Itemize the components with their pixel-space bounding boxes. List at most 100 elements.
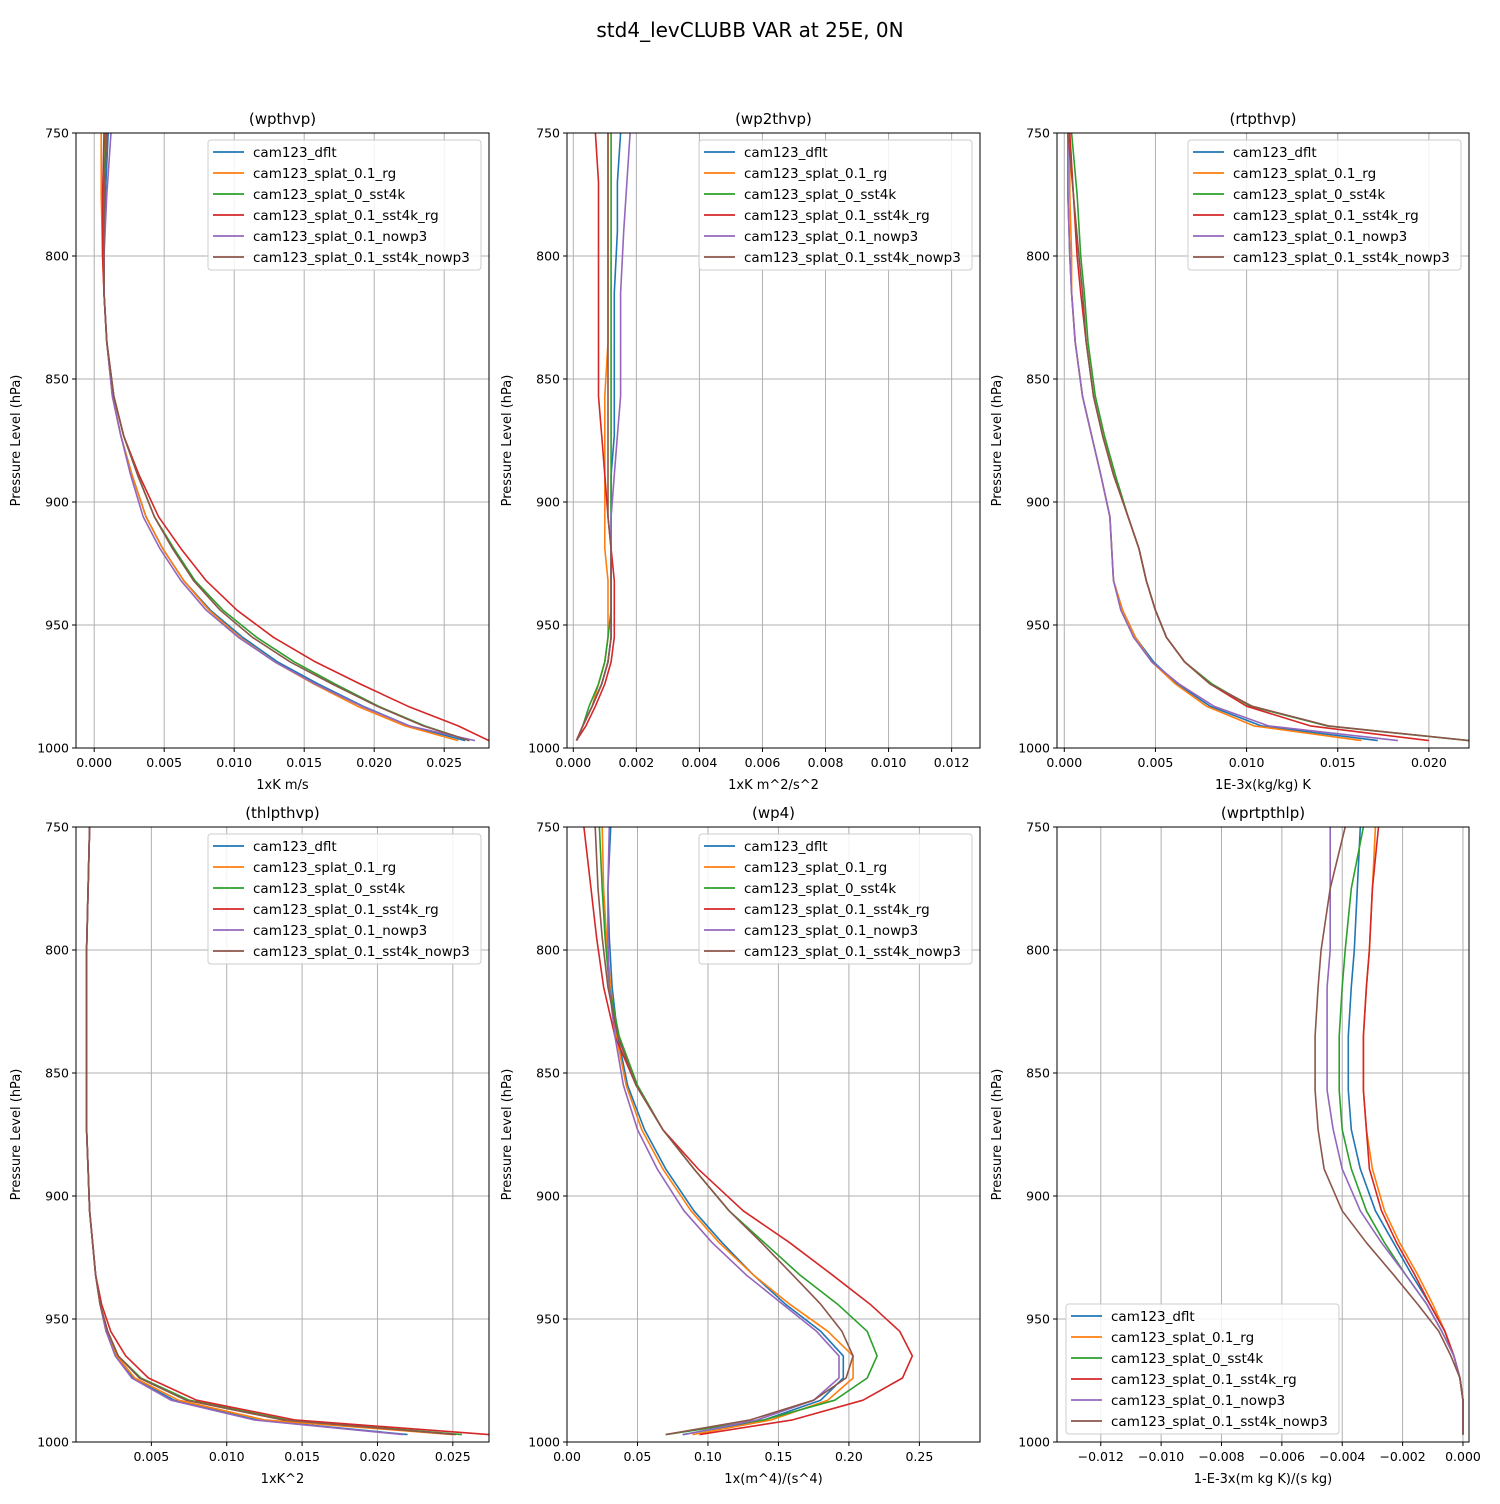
y-tick-label: 1000 (1018, 741, 1050, 756)
y-tick-label: 800 (536, 249, 560, 264)
y-tick-label: 950 (45, 618, 69, 633)
y-axis-label: Pressure Level (hPa) (9, 1069, 24, 1201)
legend-box (1065, 1303, 1340, 1435)
y-axis-label: Pressure Level (hPa) (9, 375, 24, 507)
y-tick-label: 1000 (37, 1435, 69, 1450)
series-line-cam123_splat_0.1_nowp3 (607, 827, 840, 1436)
panel-title: (wp4) (752, 804, 795, 822)
legend-label: cam123_splat_0.1_sst4k_rg (1111, 1372, 1297, 1388)
legend-label: cam123_splat_0.1_rg (744, 166, 887, 182)
y-tick-label: 900 (1026, 495, 1050, 510)
legend-label: cam123_dflt (253, 145, 337, 161)
x-tick-label: 0.008 (808, 755, 844, 770)
x-tick-label: −0.008 (1198, 1449, 1244, 1464)
y-tick-label: 1000 (528, 741, 560, 756)
x-tick-label: 0.000 (1445, 1449, 1481, 1464)
legend-label: cam123_splat_0.1_sst4k_rg (253, 902, 439, 918)
series-line-cam123_splat_0.1_sst4k_nowp3 (594, 827, 854, 1436)
legend-box (1187, 139, 1462, 271)
legend-label: cam123_splat_0.1_sst4k_nowp3 (1111, 1414, 1328, 1430)
legend: cam123_dflt cam123_splat_0.1_rg cam123_spl… (1187, 139, 1462, 271)
legend: cam123_dflt cam123_splat_0.1_rg cam123_spl… (698, 139, 973, 271)
x-tick-label: 0.005 (1138, 755, 1174, 770)
x-axis-label: 1x(m^4)/(s^4) (724, 1472, 822, 1487)
plot-frame (566, 826, 981, 1443)
x-tick-label: 0.010 (1229, 755, 1265, 770)
legend-label: cam123_splat_0.1_rg (253, 166, 396, 182)
legend-label: cam123_splat_0.1_nowp3 (1233, 229, 1407, 245)
series-line-cam123_splat_0.1_sst4k_nowp3 (103, 133, 470, 742)
legend-label: cam123_splat_0.1_sst4k_rg (253, 208, 439, 224)
x-tick-label: 0.010 (871, 755, 907, 770)
legend-label: cam123_dflt (1111, 1309, 1195, 1325)
legend-label: cam123_splat_0.1_rg (744, 860, 887, 876)
x-tick-label: 0.005 (146, 755, 182, 770)
x-tick-label: 0.025 (435, 1449, 471, 1464)
legend-label: cam123_dflt (253, 839, 337, 855)
x-tick-label: 0.05 (624, 1449, 652, 1464)
y-tick-label: 800 (45, 943, 69, 958)
x-tick-label: −0.004 (1319, 1449, 1365, 1464)
plot-frame (1056, 132, 1470, 749)
x-tick-label: 0.012 (934, 755, 970, 770)
legend-label: cam123_splat_0_sst4k (253, 881, 405, 897)
legend-label: cam123_splat_0.1_sst4k_nowp3 (253, 944, 470, 960)
panel-5: −0.012 −0.010 −0.008 −0.006 −0.004 −0.002 0.00… (990, 804, 1481, 1487)
series-line-cam123_splat_0.1_sst4k_nowp3 (85, 827, 456, 1436)
y-tick-label: 950 (1026, 618, 1050, 633)
y-tick-label: 1000 (37, 741, 69, 756)
legend-label: cam123_splat_0.1_nowp3 (744, 229, 918, 245)
x-tick-label: 0.005 (133, 1449, 169, 1464)
y-tick-label: 900 (45, 1189, 69, 1204)
legend: cam123_dflt cam123_splat_0.1_rg cam123_spl… (207, 139, 482, 271)
series-line-cam123_splat_0.1_sst4k_nowp3 (575, 133, 612, 741)
series-group (85, 827, 489, 1436)
legend-label: cam123_dflt (1233, 145, 1317, 161)
legend: cam123_dflt cam123_splat_0.1_rg cam123_spl… (698, 833, 973, 965)
legend: cam123_dflt cam123_splat_0.1_rg cam123_spl… (1065, 1303, 1340, 1435)
x-tick-label: 0.000 (76, 755, 112, 770)
x-tick-label: 0.002 (618, 755, 654, 770)
y-tick-label: 1000 (1018, 1435, 1050, 1450)
legend: cam123_dflt cam123_splat_0.1_rg cam123_spl… (207, 833, 482, 965)
y-tick-label: 750 (45, 126, 69, 141)
panel-title: (wprtpthlp) (1221, 804, 1305, 822)
x-tick-label: 0.010 (209, 1449, 245, 1464)
plot-frame (1056, 826, 1470, 1443)
legend-label: cam123_splat_0.1_sst4k_nowp3 (744, 944, 961, 960)
x-tick-label: −0.012 (1078, 1449, 1124, 1464)
legend-label: cam123_splat_0.1_rg (1233, 166, 1376, 182)
legend-label: cam123_splat_0.1_rg (1111, 1330, 1254, 1346)
panel-1: 0.000 0.002 0.004 0.006 0.008 0.010 0.012 750 80… (500, 110, 981, 793)
series-line-cam123_splat_0.1_rg (601, 827, 854, 1436)
legend-label: cam123_dflt (744, 839, 828, 855)
y-axis-label: Pressure Level (hPa) (990, 375, 1005, 507)
x-tick-label: 0.00 (553, 1449, 581, 1464)
y-tick-label: 750 (1026, 820, 1050, 835)
x-tick-label: 0.015 (1320, 755, 1356, 770)
y-tick-label: 900 (45, 495, 69, 510)
legend-label: cam123_splat_0.1_rg (253, 860, 396, 876)
x-tick-label: −0.006 (1259, 1449, 1305, 1464)
y-tick-label: 800 (1026, 943, 1050, 958)
x-tick-label: 0.020 (356, 755, 392, 770)
plot-frame (75, 826, 490, 1443)
x-tick-label: −0.010 (1138, 1449, 1184, 1464)
x-axis-label: 1E-3x(kg/kg) K (1215, 778, 1311, 793)
legend-label: cam123_splat_0.1_sst4k_nowp3 (744, 250, 961, 266)
legend-label: cam123_splat_0_sst4k (744, 187, 896, 203)
y-tick-label: 850 (1026, 372, 1050, 387)
panel-4: 0.00 0.05 0.10 0.15 0.20 0.25 750 800 850 900 950 1… (500, 804, 981, 1487)
legend-label: cam123_splat_0.1_sst4k_rg (1233, 208, 1419, 224)
panels: 0.000 0.005 0.010 0.015 0.020 0.025 750 800 850 9… (9, 110, 1481, 1487)
legend-box (698, 139, 973, 271)
x-tick-label: 0.006 (745, 755, 781, 770)
y-tick-label: 900 (1026, 1189, 1050, 1204)
panel-title: (rtpthvp) (1229, 110, 1296, 128)
legend-label: cam123_dflt (744, 145, 828, 161)
x-tick-label: 0.025 (426, 755, 462, 770)
y-tick-label: 850 (536, 372, 560, 387)
y-tick-label: 850 (1026, 1066, 1050, 1081)
legend-label: cam123_splat_0_sst4k (1233, 187, 1385, 203)
